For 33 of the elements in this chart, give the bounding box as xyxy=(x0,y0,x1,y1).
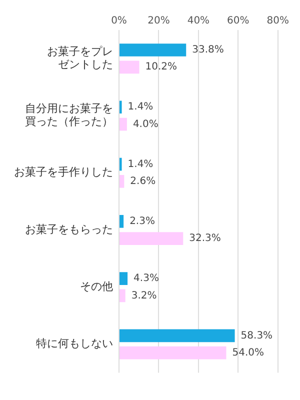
data-label: 58.3% xyxy=(240,330,273,342)
bar xyxy=(120,289,126,302)
bar xyxy=(120,174,124,188)
data-label: 10.2% xyxy=(145,62,178,73)
x-tick-label: 0% xyxy=(111,16,127,27)
bar xyxy=(120,214,124,228)
y-tick-label: お菓子をもらった xyxy=(25,222,113,236)
bar xyxy=(120,118,127,131)
bar xyxy=(120,60,140,74)
bar xyxy=(120,44,186,56)
bar xyxy=(120,232,184,245)
y-tick-label: 特に何もしない xyxy=(36,337,113,350)
data-label: 2.6% xyxy=(130,176,156,187)
x-tick-label: 20% xyxy=(148,16,170,27)
x-tick-label: 60% xyxy=(227,16,250,27)
y-tick-label: お菓子をプレゼントした xyxy=(47,44,113,72)
data-label: 33.8% xyxy=(192,44,224,56)
x-tick-label: 40% xyxy=(187,16,210,27)
data-label: 3.2% xyxy=(131,290,157,302)
x-tick-label: 80% xyxy=(266,16,290,27)
data-label: 54.0% xyxy=(232,347,264,358)
data-label: 4.0% xyxy=(132,118,158,130)
bar xyxy=(120,329,235,342)
bar xyxy=(120,346,226,360)
data-label: 32.3% xyxy=(189,233,221,244)
y-tick-label: お菓子を手作りした xyxy=(14,166,113,179)
data-label: 1.4% xyxy=(128,158,154,170)
y-tick-label: 自分用にお菓子を買った（作った） xyxy=(25,102,113,128)
data-label: 2.3% xyxy=(130,216,155,227)
data-label: 4.3% xyxy=(134,273,159,284)
data-label: 1.4% xyxy=(128,102,154,113)
bar xyxy=(120,272,128,285)
y-tick-label: その他 xyxy=(80,280,113,293)
